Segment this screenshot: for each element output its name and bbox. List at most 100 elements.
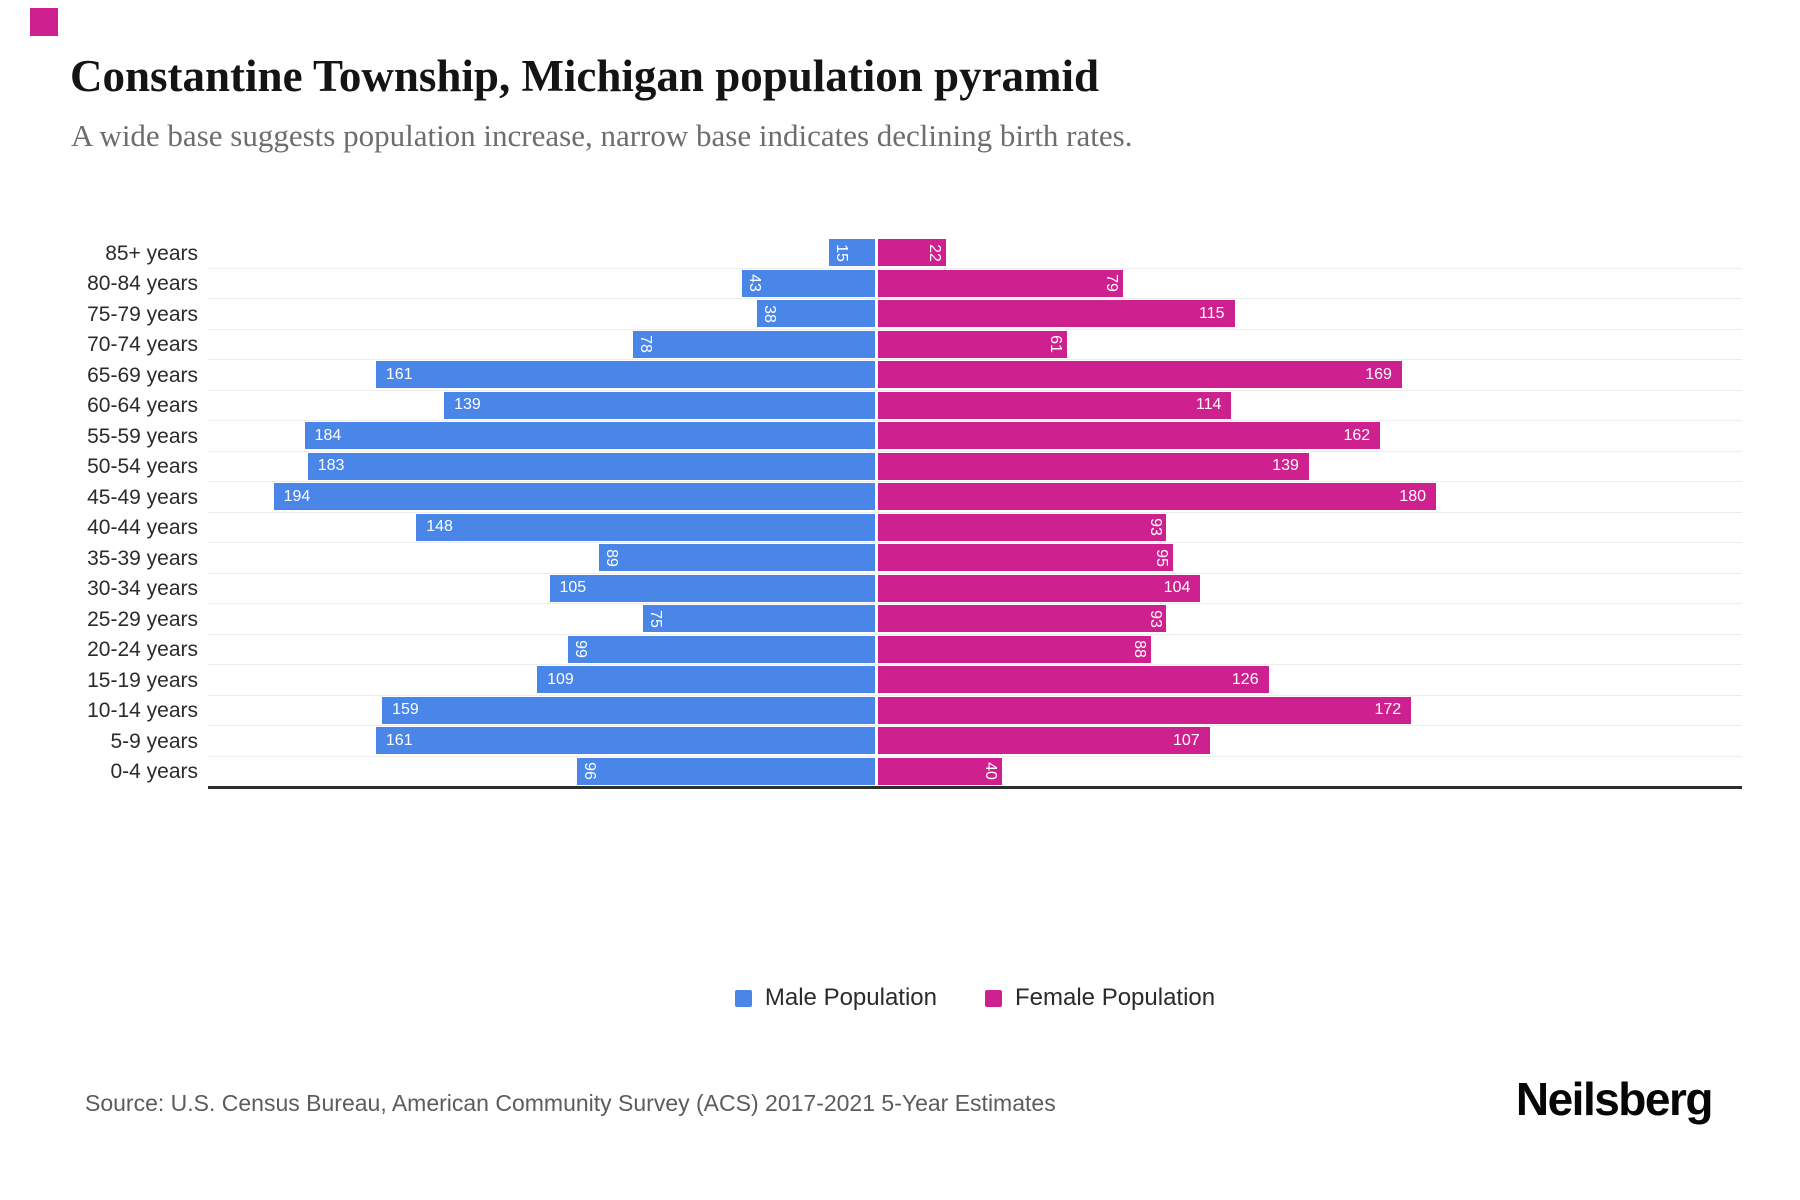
bar-value-label: 184 xyxy=(314,426,342,444)
male-bar: 75 xyxy=(642,605,875,633)
chart-row: 65-69 years 161 169 xyxy=(70,360,1742,391)
age-group-label: 35-39 years xyxy=(87,546,198,570)
female-bar: 114 xyxy=(878,391,1232,419)
chart-row: 35-39 years 89 95 xyxy=(70,543,1742,574)
female-bar: 88 xyxy=(878,635,1151,663)
age-group-label: 25-29 years xyxy=(87,607,198,631)
chart-row: 15-19 years 109 126 xyxy=(70,665,1742,696)
bar-value-label: 139 xyxy=(454,396,481,414)
age-group-label: 5-9 years xyxy=(110,729,198,753)
female-bar: 104 xyxy=(878,574,1201,602)
male-zone: 105 xyxy=(208,574,876,602)
male-bar: 148 xyxy=(416,513,875,541)
female-zone: 114 xyxy=(876,391,1742,419)
male-zone: 159 xyxy=(208,696,876,724)
bar-value-label: 107 xyxy=(1172,731,1200,749)
male-zone: 194 xyxy=(208,483,876,511)
female-zone: 79 xyxy=(876,269,1742,297)
chart-row: 30-34 years 105 104 xyxy=(70,574,1742,604)
male-bar: 96 xyxy=(577,757,875,785)
male-zone: 15 xyxy=(208,239,876,267)
age-group-label: 65-69 years xyxy=(87,363,198,387)
age-group-label: 70-74 years xyxy=(87,333,198,357)
female-zone: 93 xyxy=(876,513,1742,541)
bar-value-label: 78 xyxy=(637,335,655,354)
male-bar: 89 xyxy=(599,544,875,572)
plot-row: 89 95 xyxy=(208,543,1742,574)
male-bar: 99 xyxy=(568,635,875,663)
neilsberg-logo: Neilsberg xyxy=(1515,1073,1714,1125)
female-zone: 88 xyxy=(876,635,1742,663)
chart-row: 5-9 years 161 107 xyxy=(70,726,1742,757)
bar-value-label: 75 xyxy=(646,609,664,628)
male-zone: 109 xyxy=(208,666,876,694)
bar-value-label: 93 xyxy=(1146,518,1164,537)
age-group-label: 10-14 years xyxy=(87,699,198,723)
age-group-label: 60-64 years xyxy=(87,394,198,418)
plot-row: 184 162 xyxy=(208,421,1742,452)
male-zone: 161 xyxy=(208,727,876,755)
female-bar: 169 xyxy=(878,361,1402,389)
female-bar: 126 xyxy=(878,666,1269,694)
plot-row: 78 61 xyxy=(208,330,1742,360)
male-bar: 161 xyxy=(375,727,875,755)
brand-accent-square-icon xyxy=(30,8,58,36)
male-zone: 161 xyxy=(208,361,876,389)
chart-row: 40-44 years 148 93 xyxy=(70,513,1742,543)
male-bar: 105 xyxy=(549,574,875,602)
plot-row: 99 88 xyxy=(208,635,1742,665)
male-zone: 43 xyxy=(208,269,876,297)
age-group-label: 55-59 years xyxy=(87,424,198,448)
bar-value-label: 172 xyxy=(1374,701,1402,719)
male-bar: 43 xyxy=(741,269,875,297)
male-swatch-icon xyxy=(734,989,752,1007)
female-zone: 95 xyxy=(876,544,1742,572)
legend-item-male: Male Population xyxy=(734,984,937,1012)
chart-row: 70-74 years 78 61 xyxy=(70,330,1742,360)
female-zone: 139 xyxy=(876,452,1742,480)
plot-row: 38 115 xyxy=(208,299,1742,330)
bar-value-label: 159 xyxy=(392,701,419,719)
pyramid-chart: 85+ years 15 22 80-84 years 43 79 75-79 years 3… xyxy=(70,238,1742,787)
male-bar: 184 xyxy=(304,422,875,450)
bar-value-label: 105 xyxy=(559,579,587,597)
female-bar: 93 xyxy=(878,605,1167,633)
male-bar: 109 xyxy=(537,666,875,694)
female-bar: 107 xyxy=(878,727,1210,755)
legend-item-female: Female Population xyxy=(985,984,1215,1012)
bar-value-label: 161 xyxy=(385,731,413,749)
male-zone: 89 xyxy=(208,544,876,572)
x-axis-line xyxy=(208,786,1742,789)
bar-value-label: 109 xyxy=(547,670,574,688)
female-zone: 172 xyxy=(876,696,1742,724)
male-zone: 148 xyxy=(208,513,876,541)
plot-row: 109 126 xyxy=(208,665,1742,696)
plot-row: 43 79 xyxy=(208,269,1742,299)
bar-value-label: 38 xyxy=(761,304,779,323)
bar-value-label: 114 xyxy=(1195,396,1222,414)
male-zone: 96 xyxy=(208,757,876,785)
age-group-label: 85+ years xyxy=(105,241,198,265)
female-swatch-icon xyxy=(985,989,1002,1007)
chart-row: 45-49 years 194 180 xyxy=(70,482,1742,513)
chart-row: 85+ years 15 22 xyxy=(70,238,1742,269)
age-group-label: 80-84 years xyxy=(87,272,198,296)
female-zone: 93 xyxy=(876,605,1742,633)
plot-row: 194 180 xyxy=(208,482,1742,513)
female-bar: 180 xyxy=(878,483,1436,511)
chart-row: 10-14 years 159 172 xyxy=(70,696,1742,726)
male-bar: 139 xyxy=(444,391,875,419)
bar-value-label: 15 xyxy=(832,243,850,262)
bar-value-label: 180 xyxy=(1399,487,1426,505)
female-bar: 22 xyxy=(878,239,947,267)
age-group-label: 50-54 years xyxy=(87,455,198,479)
female-zone: 180 xyxy=(876,483,1742,511)
plot-row: 161 169 xyxy=(208,360,1742,391)
age-group-label: 0-4 years xyxy=(110,760,198,784)
female-zone: 126 xyxy=(876,666,1742,694)
legend: Male Population Female Population xyxy=(208,984,1742,1012)
bar-value-label: 79 xyxy=(1102,274,1120,293)
plot-row: 159 172 xyxy=(208,696,1742,726)
female-zone: 162 xyxy=(876,422,1742,450)
male-zone: 183 xyxy=(208,452,876,480)
